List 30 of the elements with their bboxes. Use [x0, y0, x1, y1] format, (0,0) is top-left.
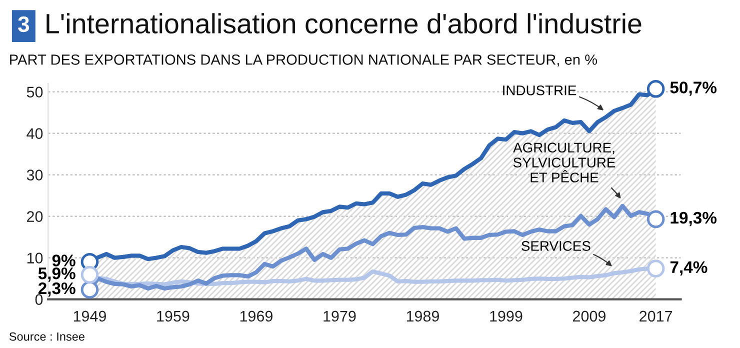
data-label: 50,7%	[670, 82, 717, 96]
x-tick-label: 1979	[324, 310, 356, 322]
x-tick-label: 1959	[157, 310, 190, 322]
text: 3	[18, 16, 30, 32]
data-label: 7,4%	[670, 261, 708, 276]
y-tick-label: 20	[27, 211, 43, 222]
x-tick-label: 2009	[573, 310, 606, 322]
x-tick-label: 2017	[640, 310, 672, 322]
point	[646, 80, 665, 98]
y-tick-label: 40	[26, 128, 43, 139]
point	[646, 210, 665, 228]
data-label: 19,3%	[670, 212, 717, 226]
series-label: AGRICULTURE, SYLVICULTURE ET PÊCHE	[513, 142, 616, 182]
chart-title: L'internationalisation concerne d'abord l'industrie	[46, 13, 642, 34]
y-tick-label: 10	[27, 252, 43, 264]
y-tick-label: 30	[26, 170, 43, 180]
point	[646, 260, 665, 278]
data-label: 9%	[52, 254, 76, 266]
source-note: Source : Insee	[9, 332, 84, 341]
x-tick-label: 1949	[74, 310, 106, 322]
series-label: SERVICES	[522, 241, 590, 251]
point	[80, 280, 99, 299]
chart-subtitle: PART DES EXPORTATIONS DANS LA PRODUCTION NATIONALE PAR SECTEUR, en %	[10, 54, 598, 67]
y-tick-label: 50	[26, 86, 43, 98]
data-label: 5,9%	[38, 267, 76, 282]
x-tick-label: 1999	[490, 310, 522, 322]
point	[80, 266, 99, 284]
x-tick-label: 1989	[406, 310, 439, 322]
x-tick-label: 1969	[240, 310, 272, 322]
series-label: INDUSTRIE	[503, 85, 576, 96]
